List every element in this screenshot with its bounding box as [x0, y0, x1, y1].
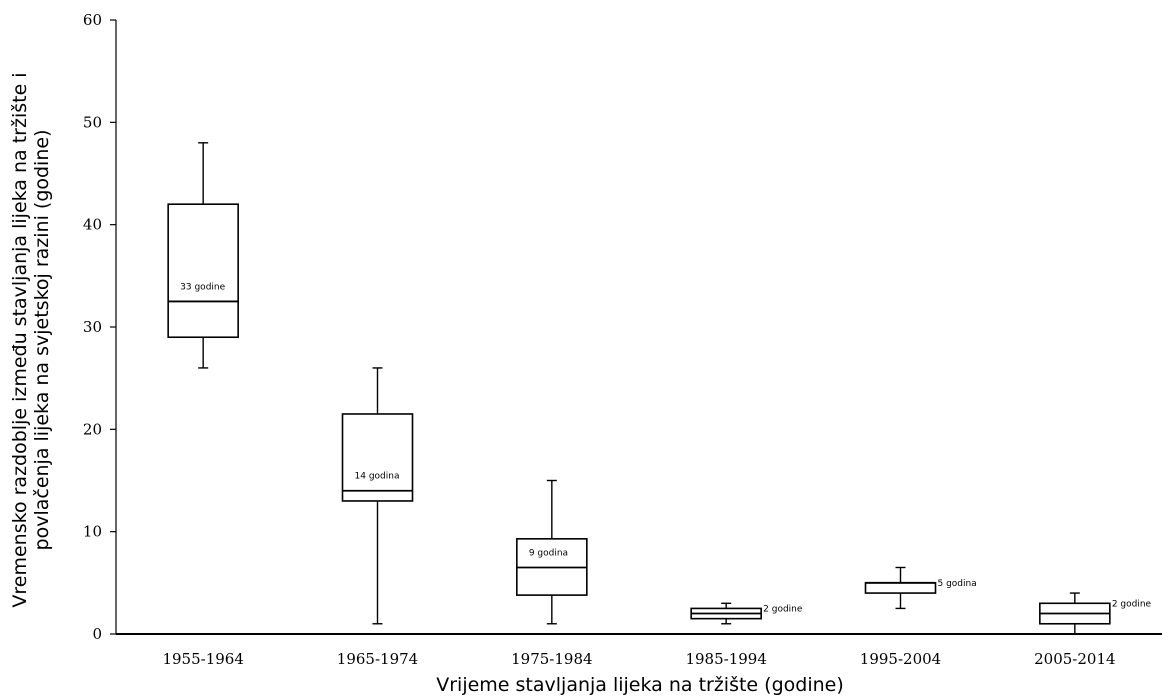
y-tick-label: 60: [83, 11, 102, 29]
box-iqr: [341, 413, 414, 502]
x-axis: 1955-1964 1965-1974 1975-1984 1985-1994 1995…: [116, 633, 1162, 668]
y-tick-label: 50: [83, 113, 102, 131]
y-tick-label: 20: [83, 420, 102, 438]
box-1975-1984: 9 godina: [516, 479, 588, 625]
box-series: 33 godine 14 godina 9 godina 2 godine 5 godi…: [167, 142, 1152, 635]
x-tick-label: 1995-2004: [860, 650, 941, 668]
box-2005-2014: 2 godine: [1039, 592, 1152, 635]
box-1985-1994: 2 godine: [690, 602, 803, 625]
x-tick-label: 1955-1964: [162, 650, 243, 668]
x-tick-label: 1965-1974: [337, 650, 418, 668]
y-axis: 0 10 20 30 40 50 60: [83, 11, 117, 643]
y-axis-title-group: Vremensko razdoblje između stavljanja li…: [9, 72, 53, 607]
y-tick-label: 40: [83, 216, 102, 234]
x-tick-label: 1975-1984: [511, 650, 592, 668]
y-tick-label: 0: [92, 625, 102, 643]
median-label: 33 godine: [180, 282, 225, 292]
box-1955-1964: 33 godine: [167, 142, 239, 369]
x-tick-label: 2005-2014: [1034, 650, 1115, 668]
y-tick-label: 10: [83, 523, 102, 541]
box-1965-1974: 14 godina: [341, 367, 414, 625]
box-1995-2004: 5 godina: [864, 566, 977, 610]
median-label: 9 godina: [529, 548, 568, 558]
box-iqr: [167, 203, 239, 339]
x-tick-label: 1985-1994: [685, 650, 766, 668]
x-axis-title: Vrijeme stavljanja lijeka na tržište (go…: [436, 674, 844, 696]
box-iqr: [864, 582, 937, 594]
y-tick-label: 30: [83, 318, 102, 336]
y-axis-title-line1: Vremensko razdoblje između stavljanja li…: [9, 72, 31, 607]
median-label: 5 godina: [938, 579, 977, 589]
median-label: 2 godine: [1112, 599, 1152, 609]
median-label: 2 godine: [763, 604, 803, 614]
median-label: 14 godina: [355, 472, 400, 482]
y-axis-title-line2: povlačenja lijeka na svjetskoj razini (g…: [31, 130, 53, 551]
